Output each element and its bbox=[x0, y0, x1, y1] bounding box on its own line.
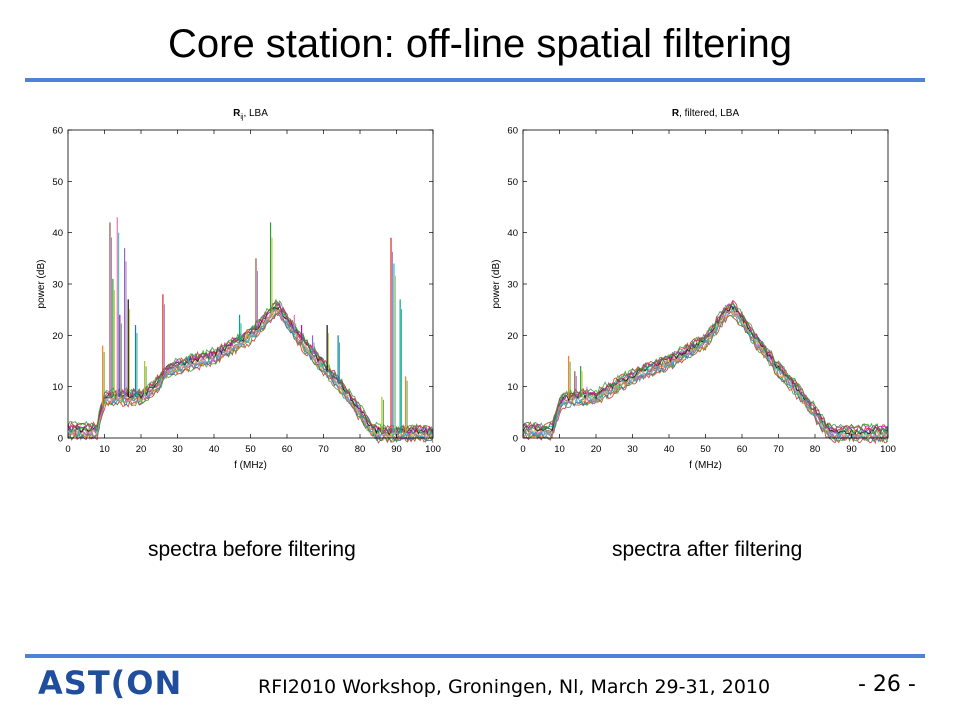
x-tick-label: 10 bbox=[99, 444, 110, 455]
y-tick-label: 50 bbox=[507, 177, 518, 188]
x-axis-label: f (MHz) bbox=[689, 460, 722, 471]
y-tick-label: 30 bbox=[507, 280, 518, 291]
plot-area bbox=[68, 130, 433, 438]
y-tick-label: 30 bbox=[52, 280, 63, 291]
caption-after: spectra after filtering bbox=[612, 538, 803, 561]
y-tick-label: 60 bbox=[507, 126, 518, 137]
x-tick-label: 20 bbox=[136, 444, 147, 455]
x-tick-label: 90 bbox=[846, 444, 857, 455]
x-tick-label: 80 bbox=[355, 444, 366, 455]
title-divider bbox=[25, 78, 925, 82]
chart-after-filtering: 0 10 20 30 40 50 60 70 80 90 100 0 10 20 30 40 50 60 f (MH… bbox=[491, 108, 896, 471]
y-tick-label: 60 bbox=[52, 126, 63, 137]
y-tick-label: 10 bbox=[52, 382, 63, 393]
spectrum-trace bbox=[522, 305, 889, 438]
x-tick-label: 40 bbox=[209, 444, 220, 455]
y-tick-label: 40 bbox=[52, 228, 63, 239]
y-tick-label: 50 bbox=[52, 177, 63, 188]
caption-before: spectra before filtering bbox=[148, 538, 356, 561]
x-tick-label: 40 bbox=[664, 444, 675, 455]
x-tick-label: 0 bbox=[520, 444, 525, 455]
x-tick-label: 60 bbox=[282, 444, 293, 455]
slide-title: Core station: off-line spatial filtering bbox=[167, 22, 793, 66]
y-tick-label: 0 bbox=[513, 434, 518, 445]
x-tick-label: 90 bbox=[391, 444, 402, 455]
spectrum-trace bbox=[67, 308, 434, 444]
x-tick-label: 50 bbox=[700, 444, 711, 455]
x-tick-label: 30 bbox=[627, 444, 638, 455]
x-tick-label: 100 bbox=[425, 444, 441, 455]
spectrum-trace bbox=[67, 298, 434, 432]
y-tick-label: 20 bbox=[507, 331, 518, 342]
x-tick-label: 60 bbox=[737, 444, 748, 455]
logo-text-r: ( bbox=[110, 664, 127, 702]
x-tick-label: 70 bbox=[773, 444, 784, 455]
x-tick-label: 50 bbox=[245, 444, 256, 455]
logo-text-a: AST bbox=[38, 664, 111, 702]
y-tick-label: 40 bbox=[507, 228, 518, 239]
x-tick-label: 80 bbox=[810, 444, 821, 455]
chart-before-filtering: 0 10 20 30 40 50 60 70 80 90 100 0 10 20 30 40 50 60 f (MH… bbox=[36, 108, 441, 471]
x-axis-label: f (MHz) bbox=[234, 460, 267, 471]
y-axis-label: power (dB) bbox=[491, 260, 502, 309]
y-axis-label: power (dB) bbox=[36, 260, 47, 309]
x-tick-label: 100 bbox=[880, 444, 896, 455]
spectrum-trace bbox=[522, 300, 889, 434]
footer-divider bbox=[25, 654, 925, 658]
page-number: - 26 - bbox=[858, 672, 916, 697]
footer-text: RFI2010 Workshop, Groningen, Nl, March 2… bbox=[258, 676, 771, 698]
y-tick-label: 0 bbox=[58, 434, 63, 445]
chart-title: R, filtered, LBA bbox=[672, 108, 740, 119]
x-tick-label: 30 bbox=[172, 444, 183, 455]
y-tick-label: 10 bbox=[507, 382, 518, 393]
x-tick-label: 70 bbox=[318, 444, 329, 455]
x-tick-label: 0 bbox=[65, 444, 70, 455]
logo-text-b: ON bbox=[126, 664, 183, 702]
spectrum-trace bbox=[522, 303, 888, 431]
x-tick-label: 20 bbox=[591, 444, 602, 455]
chart-title: Rij, LBA bbox=[233, 108, 268, 121]
plot-area bbox=[523, 130, 888, 438]
x-tick-label: 10 bbox=[554, 444, 565, 455]
y-tick-label: 20 bbox=[52, 331, 63, 342]
astron-logo: AST(ON bbox=[38, 664, 182, 702]
